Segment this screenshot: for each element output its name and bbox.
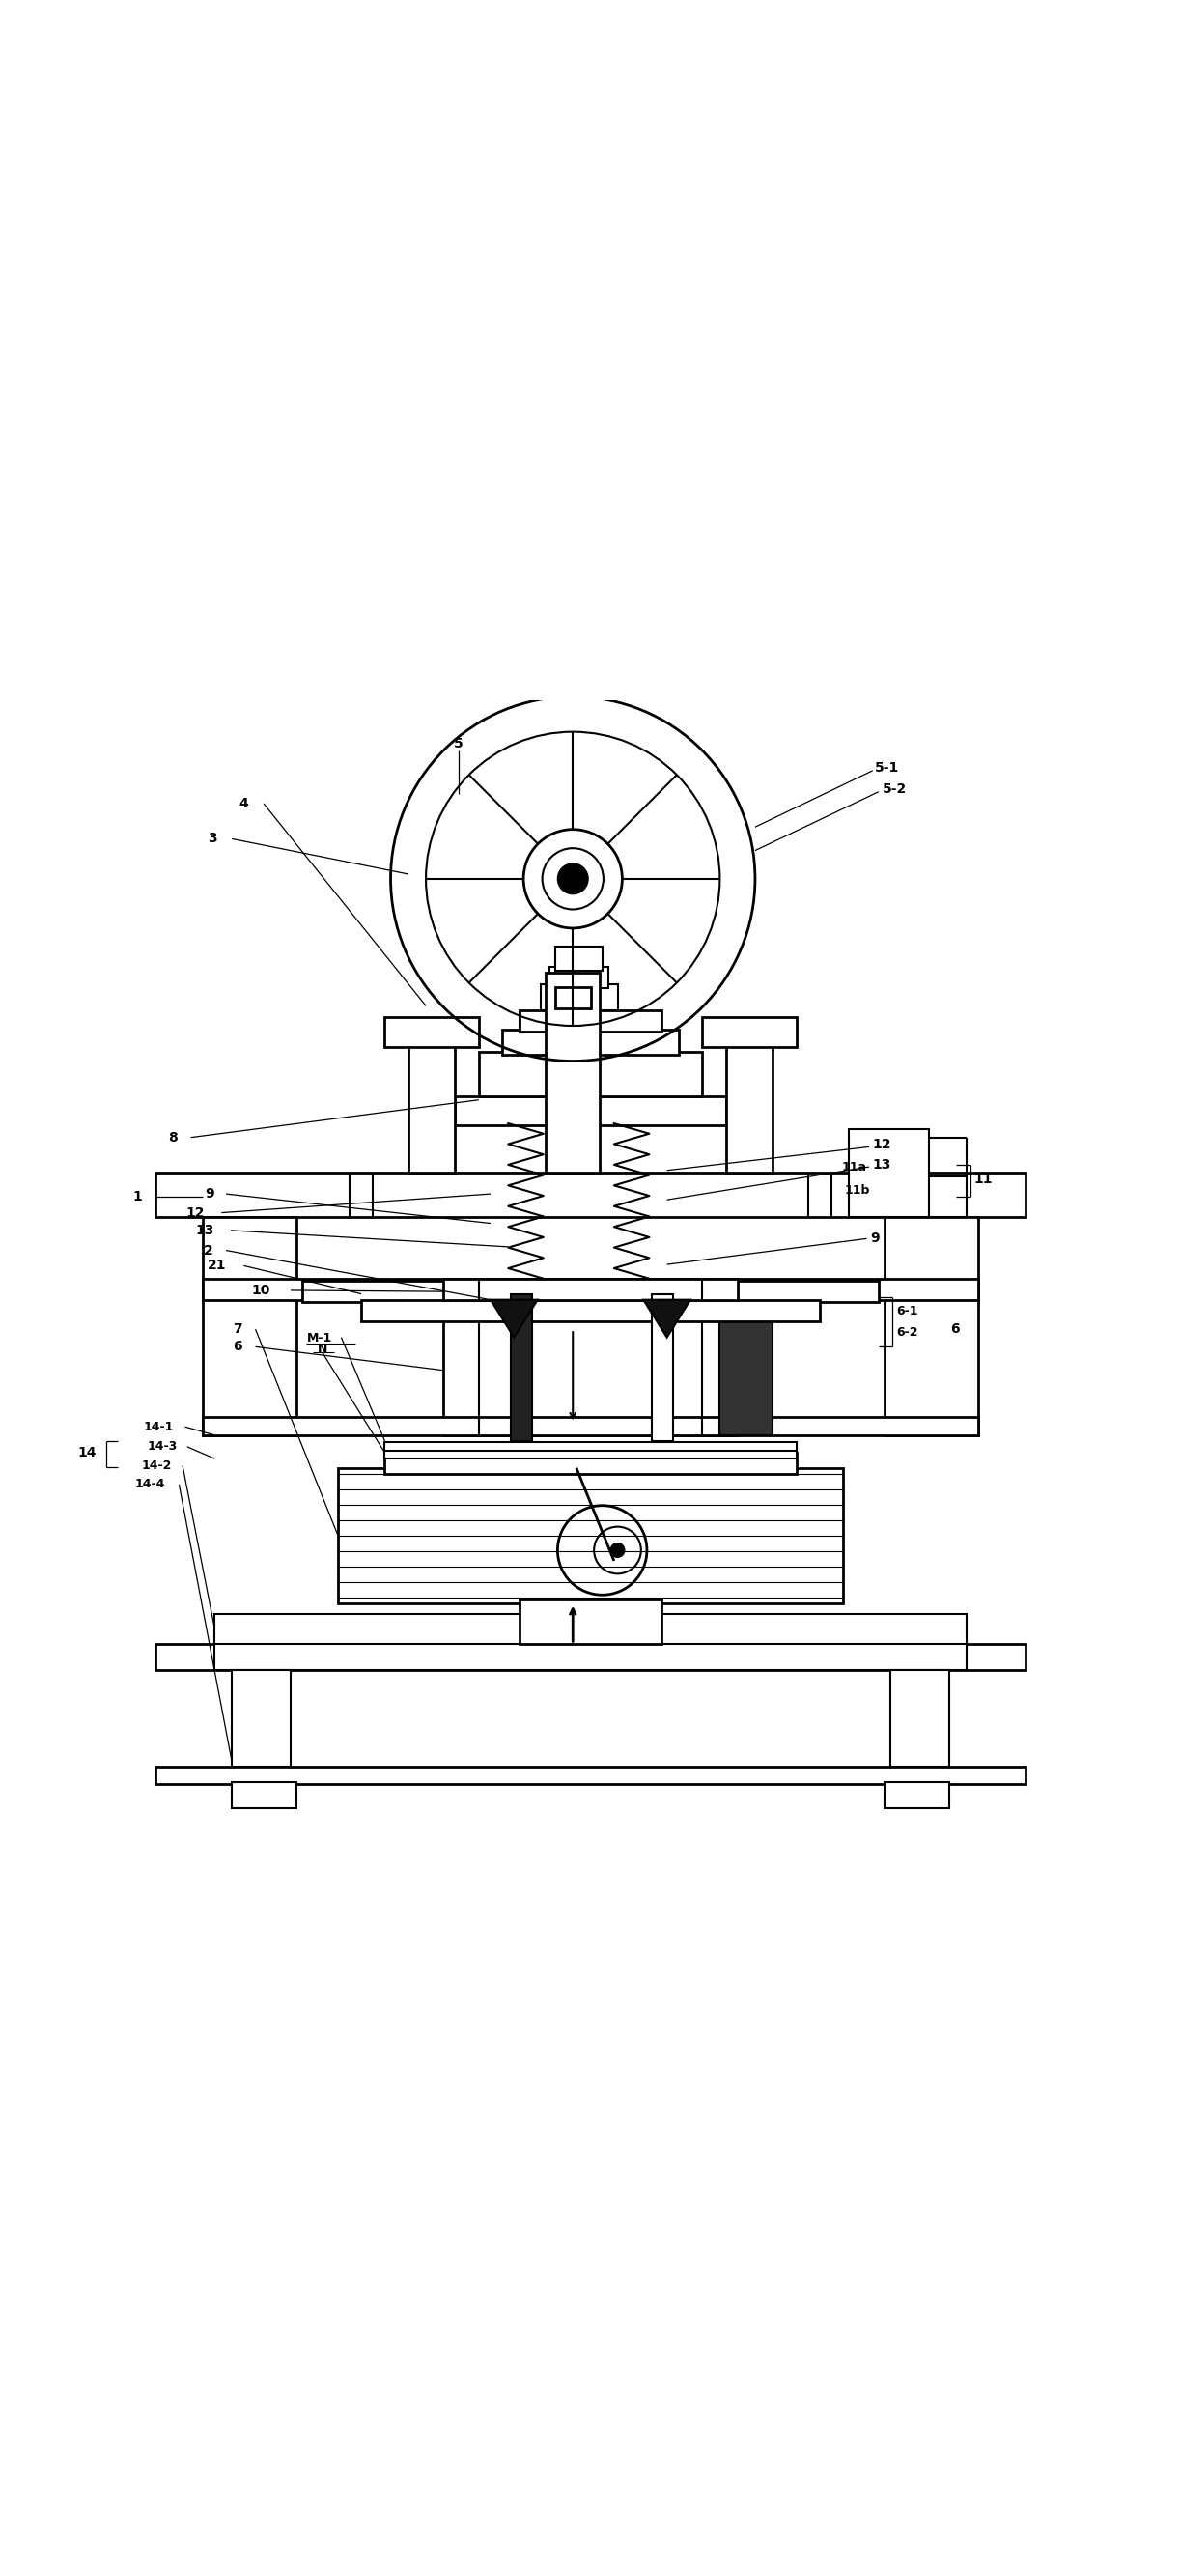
Text: 14: 14 bbox=[78, 1445, 97, 1461]
Bar bbox=[385, 1453, 796, 1473]
Bar bbox=[385, 1018, 478, 1046]
Bar bbox=[444, 1278, 737, 1301]
Text: 12: 12 bbox=[187, 1206, 204, 1218]
Text: 9: 9 bbox=[870, 1231, 880, 1244]
Bar bbox=[555, 948, 602, 971]
Circle shape bbox=[542, 848, 603, 909]
Text: N: N bbox=[318, 1342, 327, 1355]
Bar bbox=[231, 1669, 291, 1767]
Bar bbox=[520, 1010, 661, 1030]
Bar bbox=[703, 1018, 796, 1046]
Bar bbox=[502, 1030, 679, 1056]
Text: 6-2: 6-2 bbox=[896, 1327, 918, 1340]
Text: 9: 9 bbox=[205, 1188, 214, 1200]
Bar bbox=[156, 1643, 1025, 1669]
Bar bbox=[202, 1417, 979, 1435]
Bar bbox=[890, 1669, 950, 1767]
Bar bbox=[885, 1218, 979, 1435]
Text: 11: 11 bbox=[974, 1172, 992, 1188]
Text: 13: 13 bbox=[873, 1157, 892, 1172]
Bar bbox=[541, 984, 618, 1010]
Bar bbox=[549, 966, 608, 989]
Bar bbox=[725, 1046, 772, 1172]
Text: 4: 4 bbox=[239, 796, 248, 811]
Bar bbox=[156, 1767, 1025, 1785]
Bar bbox=[652, 1293, 673, 1440]
Bar bbox=[520, 1600, 661, 1643]
Text: 6: 6 bbox=[951, 1321, 959, 1337]
Bar bbox=[214, 1613, 967, 1669]
Bar bbox=[156, 1172, 1025, 1218]
Bar bbox=[478, 1051, 703, 1097]
Polygon shape bbox=[490, 1301, 537, 1337]
Bar bbox=[385, 1443, 796, 1458]
Text: 14-1: 14-1 bbox=[144, 1419, 174, 1432]
Bar bbox=[510, 1293, 531, 1440]
Bar bbox=[444, 1301, 737, 1435]
Text: 1: 1 bbox=[133, 1190, 143, 1203]
Circle shape bbox=[557, 863, 588, 894]
Text: 5-2: 5-2 bbox=[882, 783, 907, 796]
Bar bbox=[720, 1301, 772, 1435]
Text: 14-2: 14-2 bbox=[142, 1458, 171, 1471]
Text: 6: 6 bbox=[233, 1340, 242, 1352]
Text: 5-1: 5-1 bbox=[875, 762, 900, 775]
Text: 13: 13 bbox=[196, 1224, 214, 1236]
Text: 8: 8 bbox=[169, 1131, 178, 1144]
Bar bbox=[546, 974, 600, 1172]
Bar bbox=[338, 1468, 843, 1602]
Text: 12: 12 bbox=[873, 1139, 892, 1151]
Polygon shape bbox=[644, 1301, 691, 1337]
Bar bbox=[555, 987, 590, 1007]
Bar bbox=[202, 1278, 979, 1301]
Text: M-1: M-1 bbox=[307, 1332, 333, 1345]
Text: 11a: 11a bbox=[842, 1162, 867, 1172]
Text: 14-4: 14-4 bbox=[135, 1479, 164, 1492]
Text: 14-3: 14-3 bbox=[148, 1440, 177, 1453]
Bar bbox=[202, 1218, 296, 1435]
Bar bbox=[231, 1783, 296, 1808]
Text: 7: 7 bbox=[233, 1321, 242, 1337]
Text: 3: 3 bbox=[208, 832, 216, 845]
Text: 21: 21 bbox=[207, 1260, 226, 1273]
Bar bbox=[302, 1280, 879, 1301]
Text: 11b: 11b bbox=[844, 1185, 870, 1198]
Bar bbox=[456, 1097, 725, 1126]
Circle shape bbox=[611, 1543, 625, 1558]
Text: 2: 2 bbox=[203, 1244, 213, 1257]
Bar bbox=[885, 1783, 950, 1808]
Bar bbox=[849, 1128, 929, 1218]
Text: 6-1: 6-1 bbox=[896, 1306, 918, 1319]
Bar bbox=[361, 1301, 820, 1321]
Bar bbox=[409, 1046, 456, 1172]
Text: 10: 10 bbox=[252, 1283, 270, 1298]
Text: 5: 5 bbox=[455, 737, 463, 750]
